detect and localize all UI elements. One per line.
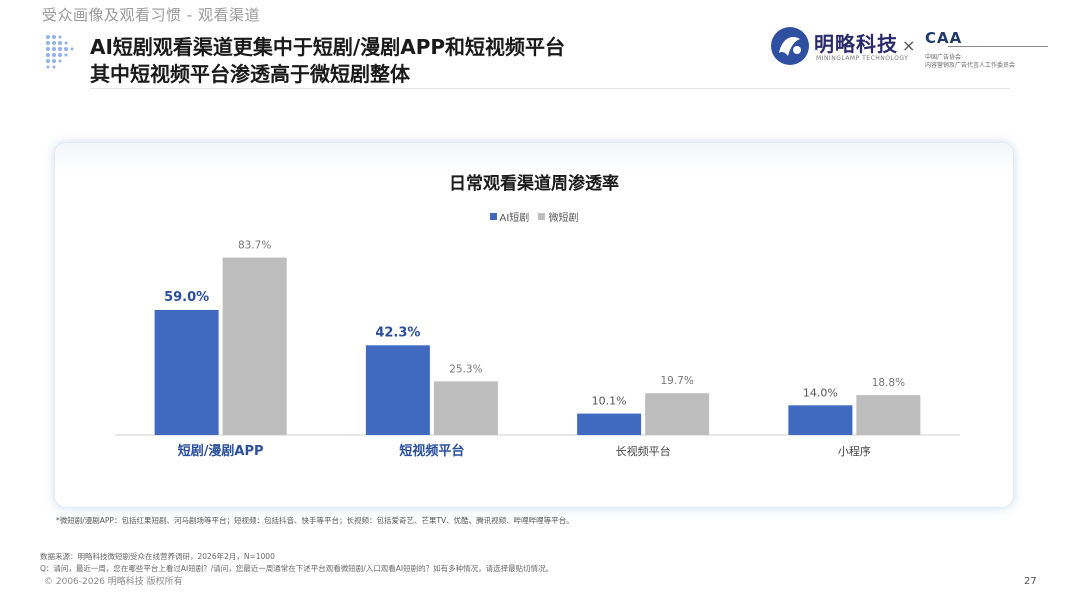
legend-label-ai: AI短剧 xyxy=(499,213,530,224)
logo-group: 明略科技 MININGLAMP TECHNOLOGY × CAA 中国广告协会 … xyxy=(770,24,1060,74)
category-label-0: 短剧/漫剧APP xyxy=(178,443,264,459)
caa-logo: CAA xyxy=(925,29,963,47)
section-label: 受众画像及观看习惯 - 观看渠道 xyxy=(42,6,260,24)
bar-ai-1 xyxy=(365,345,430,435)
bar-micro-3 xyxy=(856,395,921,435)
page-title-line-1: AI短剧观看渠道更集中于短剧/漫剧APP和短视频平台 xyxy=(90,35,566,59)
bar-micro-0 xyxy=(222,257,287,435)
caa-committee: 内容营销及广告代言人工作委员会 xyxy=(925,62,1016,69)
card-header-fade xyxy=(55,143,1013,173)
bar-ai-0 xyxy=(154,309,219,435)
legend-label-micro: 微短剧 xyxy=(548,213,579,224)
bar-ai-2 xyxy=(577,413,642,435)
bar-micro-1 xyxy=(433,381,498,435)
data-label-ai-3: 14.0% xyxy=(803,386,838,399)
bar-micro-2 xyxy=(645,393,710,435)
legend-swatch-micro xyxy=(538,213,546,220)
data-source: 数据来源：明略科技微短剧受众在线营养调研，2026年2月，N=1000 xyxy=(40,552,275,561)
data-label-ai-2: 10.1% xyxy=(592,395,627,408)
chart-card: 日常观看渠道周渗透率 AI短剧 微短剧 59.0% 83.7% 短剧/漫剧APP 42… xyxy=(54,142,1014,508)
footnote: *微短剧/漫剧APP：包括红果短剧、河马剧场等平台；短视频：包括抖音、快手等平台… xyxy=(56,516,574,525)
data-label-micro-2: 19.7% xyxy=(660,375,693,387)
caa-name: 中国广告协会 xyxy=(925,54,962,61)
minglue-subtitle: MININGLAMP TECHNOLOGY xyxy=(816,55,909,62)
data-label-micro-3: 18.8% xyxy=(872,377,905,389)
page-number: 27 xyxy=(1024,576,1037,587)
data-label-micro-1: 25.3% xyxy=(449,363,482,375)
header-divider xyxy=(90,88,1010,89)
minglue-name: 明略科技 xyxy=(814,32,898,56)
survey-question: Q：请问，最近一周，您在哪些平台上看过AI短剧？/请问，您最近一周通常在下述平台… xyxy=(40,564,554,573)
page-title: AI短剧观看渠道更集中于短剧/漫剧APP和短视频平台 其中短视频平台渗透高于微短… xyxy=(90,34,565,88)
legend-item-ai: AI短剧 xyxy=(489,209,530,224)
times-sign: × xyxy=(902,36,916,55)
legend-swatch-ai xyxy=(489,213,497,220)
data-label-ai-0: 59.0% xyxy=(164,290,209,305)
chart-legend: AI短剧 微短剧 xyxy=(55,209,1013,224)
title-bullet-icon xyxy=(46,35,74,69)
copyright: © 2006-2026 明略科技 版权所有 xyxy=(44,577,183,587)
caa-divider xyxy=(948,46,1048,47)
category-label-2: 长视频平台 xyxy=(616,444,671,458)
minglue-logo-icon xyxy=(771,27,809,65)
bar-chart: 59.0% 83.7% 短剧/漫剧APP 42.3% 25.3% 短视频平台 10.1% 19… xyxy=(115,240,960,459)
bar-ai-3 xyxy=(788,405,853,435)
page-title-line-2: 其中短视频平台渗透高于微短剧整体 xyxy=(90,62,410,86)
category-label-1: 短视频平台 xyxy=(399,443,464,459)
data-label-micro-0: 83.7% xyxy=(238,240,271,252)
category-label-3: 小程序 xyxy=(838,444,871,458)
legend-item-micro: 微短剧 xyxy=(538,209,578,224)
data-label-ai-1: 42.3% xyxy=(375,325,420,340)
chart-title: 日常观看渠道周渗透率 xyxy=(449,174,619,194)
